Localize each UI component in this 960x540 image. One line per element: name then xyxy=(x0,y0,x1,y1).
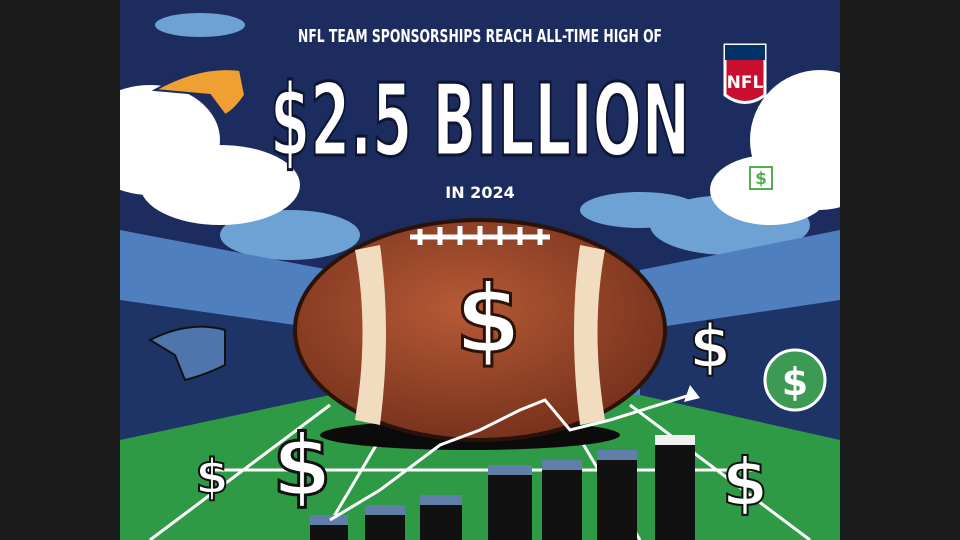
team-logo-bottom xyxy=(147,325,226,382)
dollar-icon: $ xyxy=(272,417,331,516)
ball-stripe-right xyxy=(574,245,605,425)
small-dollar: $ xyxy=(755,169,767,189)
dollar-icon: $ xyxy=(722,444,768,521)
coin-dollar: $ xyxy=(782,360,808,404)
kicker: NFL TEAM SPONSORSHIPS REACH ALL-TIME HIG… xyxy=(298,26,662,47)
ball-stripe-left xyxy=(355,245,386,425)
nfl-shield-top xyxy=(725,45,765,60)
subline: IN 2024 xyxy=(445,183,514,202)
football xyxy=(293,218,667,442)
bar-graphic xyxy=(310,385,700,540)
small-coin-frame xyxy=(749,166,773,190)
scene: NFL NFL TEAM SPONSORSHIPS REACH ALL-TIME… xyxy=(120,0,840,540)
headline: $2.5 BILLION xyxy=(270,62,690,179)
clouds-front xyxy=(120,70,840,225)
nfl-logo-text: NFL xyxy=(727,73,764,93)
dollar-icon: $ xyxy=(689,312,731,382)
laces xyxy=(410,226,550,245)
team-logo-top xyxy=(151,68,247,117)
coin xyxy=(763,348,827,412)
dollar-icon: $ xyxy=(195,449,228,505)
ball-dollar: $ xyxy=(455,265,521,375)
